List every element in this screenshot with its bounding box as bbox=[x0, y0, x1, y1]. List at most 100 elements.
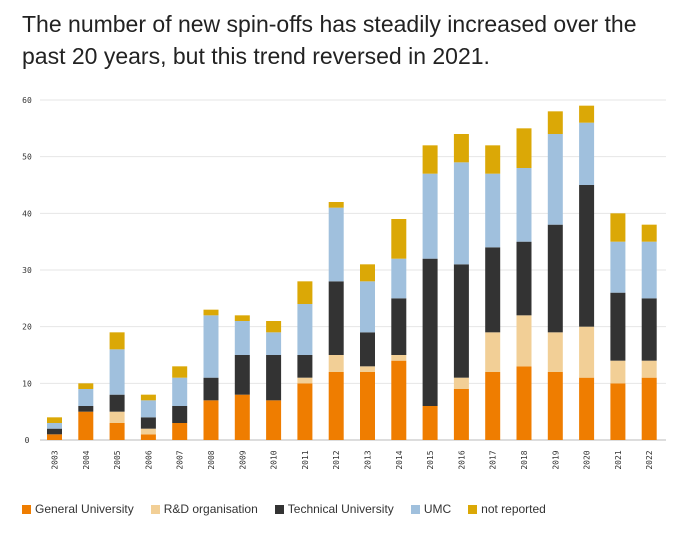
bar-segment bbox=[328, 207, 344, 282]
x-tick-label: 2006 bbox=[144, 450, 153, 469]
bar-segment bbox=[47, 417, 62, 423]
stacked-bar-chart: 0 10 20 30 40 50 60 2003 2004 2005 2006 2007 2008 200… bbox=[22, 96, 666, 470]
y-tick-label: 0 bbox=[25, 436, 30, 445]
x-tick-label: 2017 bbox=[489, 450, 498, 469]
legend-label: Technical University bbox=[287, 502, 394, 516]
bar-segment bbox=[422, 145, 438, 174]
legend-swatch bbox=[22, 504, 31, 514]
bar-segment bbox=[266, 355, 282, 401]
legend-item: UMC bbox=[410, 502, 452, 516]
bar-segment bbox=[172, 406, 188, 423]
bar-segment bbox=[485, 173, 501, 248]
bar-segment bbox=[109, 332, 125, 350]
legend-item: General University bbox=[22, 502, 134, 516]
bar-segment bbox=[610, 292, 626, 361]
x-tick-label: 2005 bbox=[113, 450, 122, 469]
bar-segment bbox=[266, 332, 282, 355]
bar-segment bbox=[266, 321, 282, 333]
x-tick-label: 2012 bbox=[332, 450, 341, 469]
bar-segment bbox=[610, 360, 626, 384]
x-tick-label: 2020 bbox=[583, 450, 592, 469]
bar-segment bbox=[641, 377, 657, 440]
bar-segment bbox=[453, 264, 469, 378]
bar-segment bbox=[360, 332, 375, 367]
bar-segment bbox=[109, 394, 125, 412]
bar-segment bbox=[360, 264, 375, 282]
y-tick-label: 40 bbox=[22, 209, 32, 218]
bar-segment bbox=[203, 309, 219, 316]
bar-segment bbox=[297, 377, 313, 384]
bar-segment bbox=[391, 258, 407, 299]
bar-segment bbox=[547, 224, 563, 333]
bar-segment bbox=[516, 366, 532, 440]
legend-label: General University bbox=[35, 502, 134, 516]
x-tick-label: 2008 bbox=[207, 450, 216, 469]
bar-segment bbox=[610, 241, 626, 293]
bar-segment bbox=[234, 315, 250, 321]
bar-segment bbox=[266, 400, 282, 440]
bar-segment bbox=[579, 122, 595, 185]
legend-item: R&D organisation bbox=[150, 502, 258, 516]
bar-segment bbox=[485, 332, 501, 372]
y-tick-label: 20 bbox=[22, 323, 32, 332]
bar-segment bbox=[297, 304, 313, 355]
x-tick-label: 2021 bbox=[614, 450, 623, 469]
bar-segment bbox=[78, 411, 94, 440]
bar-segment bbox=[203, 377, 219, 401]
y-tick-label: 10 bbox=[22, 379, 32, 388]
bar-segment bbox=[453, 377, 469, 389]
bar-segment bbox=[140, 400, 156, 418]
bar-segment bbox=[140, 434, 156, 440]
bar-segment bbox=[453, 134, 469, 163]
y-tick-label: 30 bbox=[22, 266, 32, 275]
bar-segment bbox=[485, 145, 501, 174]
bar-segment bbox=[453, 162, 469, 265]
y-tick-label: 60 bbox=[22, 96, 32, 105]
bar-segment bbox=[328, 281, 344, 355]
bar-segment bbox=[516, 241, 532, 316]
x-tick-label: 2016 bbox=[457, 450, 466, 469]
bar-segment bbox=[172, 366, 188, 378]
bar-segment bbox=[109, 349, 125, 395]
bar-segment bbox=[109, 411, 125, 423]
bar-segment bbox=[547, 332, 563, 372]
bar-segment bbox=[547, 372, 563, 440]
legend-swatch bbox=[274, 504, 284, 514]
bar-segment bbox=[391, 219, 407, 259]
legend-label: UMC bbox=[423, 502, 452, 516]
bar-segment bbox=[579, 185, 595, 327]
bar-segment bbox=[547, 134, 563, 225]
bar-segment bbox=[641, 298, 657, 361]
bar-segment bbox=[610, 383, 626, 440]
bar-segment bbox=[516, 315, 532, 367]
x-tick-label: 2015 bbox=[426, 450, 435, 469]
x-tick-label: 2013 bbox=[364, 450, 373, 469]
bar-segment bbox=[297, 281, 313, 304]
legend-swatch bbox=[468, 504, 478, 514]
y-tick-label: 50 bbox=[22, 153, 32, 162]
bar-segment bbox=[422, 406, 438, 440]
bar-segment bbox=[391, 360, 407, 440]
bar-segment bbox=[485, 372, 501, 440]
bar-segment bbox=[547, 111, 563, 134]
bar-segment bbox=[234, 394, 250, 440]
bar-segment bbox=[140, 417, 156, 429]
bar-segment bbox=[328, 202, 344, 208]
bar-segment bbox=[78, 383, 94, 389]
bar-segment bbox=[203, 400, 219, 440]
bar-segment bbox=[109, 423, 125, 440]
legend-label: not reported bbox=[481, 502, 546, 516]
bar-segment bbox=[641, 241, 657, 299]
bar-segment bbox=[297, 383, 313, 440]
bar-segment bbox=[641, 224, 657, 242]
chart-legend: General University R&D organisation Techni… bbox=[22, 502, 563, 516]
bar-segment bbox=[485, 247, 501, 333]
bar-segment bbox=[172, 377, 188, 406]
bar-segment bbox=[78, 406, 94, 412]
legend-item: Technical University bbox=[274, 502, 394, 516]
bar-segment bbox=[516, 128, 532, 168]
bar-segment bbox=[47, 423, 62, 429]
bar-segment bbox=[328, 372, 344, 440]
x-tick-label: 2018 bbox=[520, 450, 529, 469]
x-tick-label: 2010 bbox=[270, 450, 279, 469]
